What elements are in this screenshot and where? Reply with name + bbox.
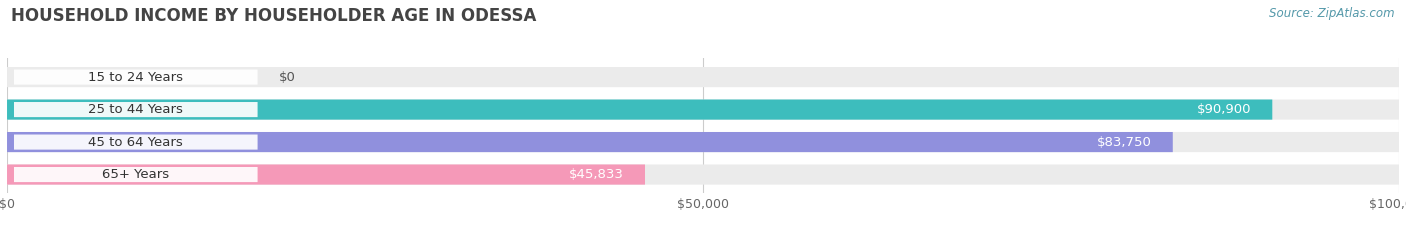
- Text: $0: $0: [278, 71, 295, 84]
- Text: Source: ZipAtlas.com: Source: ZipAtlas.com: [1270, 7, 1395, 20]
- Text: $83,750: $83,750: [1097, 136, 1152, 149]
- Text: $90,900: $90,900: [1197, 103, 1251, 116]
- FancyBboxPatch shape: [7, 67, 1399, 87]
- Text: 15 to 24 Years: 15 to 24 Years: [89, 71, 183, 84]
- FancyBboxPatch shape: [7, 132, 1399, 152]
- FancyBboxPatch shape: [14, 69, 257, 85]
- FancyBboxPatch shape: [7, 99, 1399, 120]
- Text: 25 to 44 Years: 25 to 44 Years: [89, 103, 183, 116]
- FancyBboxPatch shape: [14, 167, 257, 182]
- FancyBboxPatch shape: [7, 164, 645, 185]
- Text: HOUSEHOLD INCOME BY HOUSEHOLDER AGE IN ODESSA: HOUSEHOLD INCOME BY HOUSEHOLDER AGE IN O…: [11, 7, 537, 25]
- FancyBboxPatch shape: [7, 132, 1173, 152]
- FancyBboxPatch shape: [7, 99, 1272, 120]
- Text: 45 to 64 Years: 45 to 64 Years: [89, 136, 183, 149]
- FancyBboxPatch shape: [14, 134, 257, 150]
- FancyBboxPatch shape: [14, 102, 257, 117]
- FancyBboxPatch shape: [7, 164, 1399, 185]
- Text: $45,833: $45,833: [569, 168, 624, 181]
- Text: 65+ Years: 65+ Years: [103, 168, 169, 181]
